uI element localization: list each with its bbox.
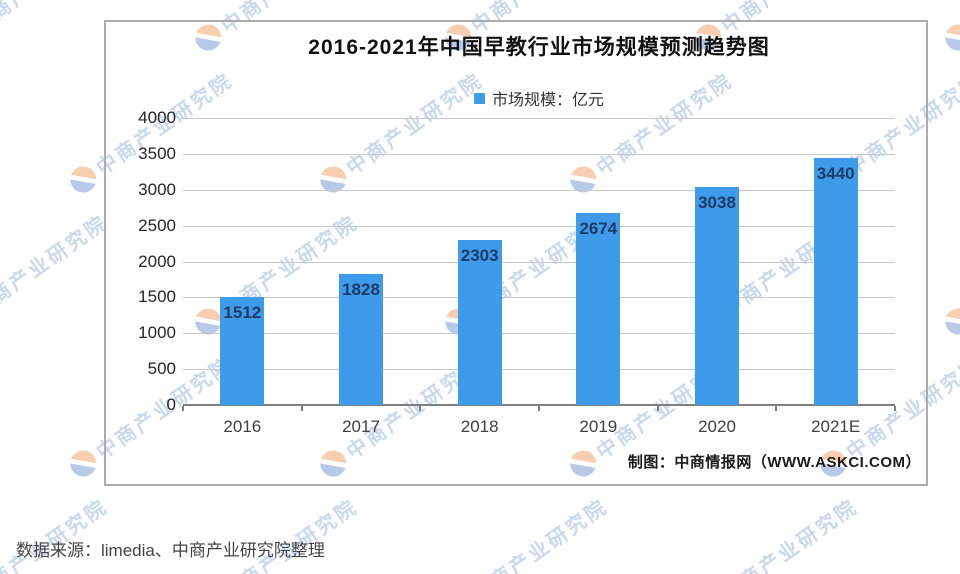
gridline <box>183 333 895 335</box>
x-axis-category-label: 2018 <box>460 417 499 436</box>
bar-value-label: 3038 <box>698 193 736 213</box>
bar-value-label: 2674 <box>579 219 618 239</box>
y-axis-tick-label: 3500 <box>138 143 176 163</box>
gridline <box>183 261 895 263</box>
x-axis-tick <box>538 406 540 411</box>
x-axis-tick <box>656 406 659 411</box>
chart-title: 2016-2021年中国早教行业市场规模预测趋势图 <box>308 36 770 59</box>
bar-value-label: 3440 <box>816 164 855 184</box>
gridline <box>183 153 895 155</box>
source-note: 数据来源：limedia、中商产业研究院整理 <box>16 541 325 560</box>
y-axis-tick-label: 3000 <box>138 179 176 199</box>
bar <box>813 158 858 405</box>
y-axis-tick-label: 2000 <box>138 251 176 271</box>
bar-value-label: 1512 <box>223 302 262 322</box>
gridline <box>183 297 895 299</box>
legend-marker-icon <box>473 92 485 104</box>
bar <box>695 187 739 405</box>
x-axis-tick <box>182 406 184 411</box>
chart-frame <box>104 20 928 486</box>
x-axis-tick <box>894 406 896 411</box>
y-axis-tick-label: 500 <box>147 359 176 379</box>
x-axis-line <box>183 404 895 406</box>
legend: 市场规模：亿元 <box>183 86 895 110</box>
gridline <box>183 118 895 119</box>
gridline <box>183 189 895 191</box>
bar-value-label: 1828 <box>342 279 380 299</box>
x-axis-category-label: 2016 <box>223 417 262 436</box>
x-axis-category-label: 2019 <box>579 417 618 436</box>
x-axis-tick <box>775 406 778 411</box>
x-axis-category-label: 2020 <box>698 417 736 436</box>
gridline <box>183 225 895 227</box>
x-axis-tick <box>419 406 422 411</box>
y-axis-tick-label: 4000 <box>138 108 176 127</box>
legend-label: 市场规模：亿元 <box>491 92 604 109</box>
y-axis-tick-label: 2500 <box>138 215 176 235</box>
credit-label: 制图：中商情报网（WWW.ASKCI.COM） <box>627 454 921 471</box>
gridline <box>183 369 895 371</box>
y-axis-tick-label: 1500 <box>138 287 176 307</box>
x-axis-category-label: 2017 <box>342 417 380 436</box>
bar <box>576 213 621 405</box>
bar <box>457 239 502 405</box>
bar <box>220 296 265 405</box>
y-axis-tick-label: 0 <box>166 395 176 414</box>
x-axis-category-label: 2021E <box>811 417 861 436</box>
x-axis-tick <box>300 406 303 411</box>
bar-value-label: 2303 <box>460 245 499 265</box>
bar <box>339 273 383 405</box>
y-axis-tick-label: 1000 <box>138 323 176 343</box>
